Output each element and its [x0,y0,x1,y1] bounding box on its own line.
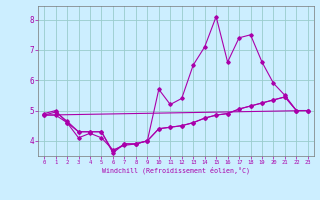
X-axis label: Windchill (Refroidissement éolien,°C): Windchill (Refroidissement éolien,°C) [102,167,250,174]
